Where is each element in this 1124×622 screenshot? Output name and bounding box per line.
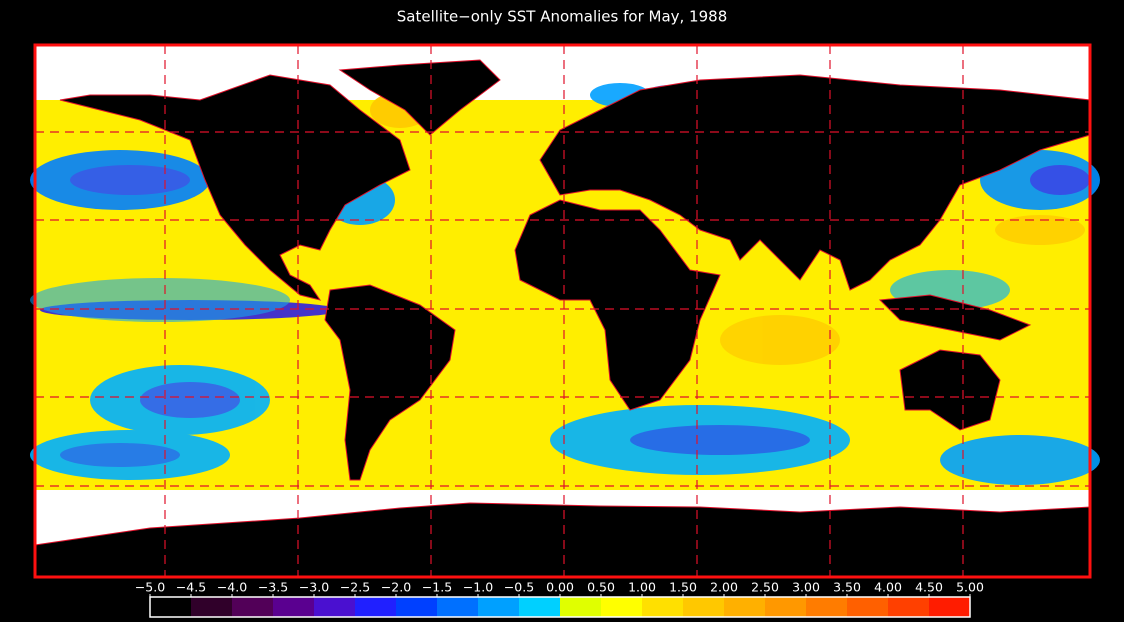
color-box	[560, 597, 601, 617]
tick-label: 4.00	[874, 580, 902, 595]
map-frame	[33, 43, 1092, 579]
tick-label: −4.5	[176, 580, 206, 595]
color-box	[683, 597, 724, 617]
tick-label: 5.00	[956, 580, 984, 595]
color-box	[273, 597, 314, 617]
color-box	[314, 597, 355, 617]
tick-label: −5.0	[135, 580, 165, 595]
color-box	[847, 597, 888, 617]
tick-label: 1.00	[628, 580, 656, 595]
color-box	[150, 597, 191, 617]
tick-label: −2.0	[381, 580, 411, 595]
color-box	[355, 597, 396, 617]
tick-label: 3.00	[792, 580, 820, 595]
color-box	[519, 597, 560, 617]
tick-label: −1.5	[422, 580, 452, 595]
tick-label: 0.50	[587, 580, 615, 595]
color-box	[437, 597, 478, 617]
color-box	[724, 597, 765, 617]
tick-label: −0.5	[504, 580, 534, 595]
tick-label: −1.0	[463, 580, 493, 595]
color-box	[232, 597, 273, 617]
map	[30, 43, 1100, 579]
title: Satellite−only SST Anomalies for May, 19…	[397, 8, 727, 26]
color-box	[601, 597, 642, 617]
tick-label: −4.0	[217, 580, 247, 595]
tick-label: 0.00	[546, 580, 574, 595]
colorbar: −5.0 −4.5 −4.0 −3.5 −3.0 −2.5 −2.0 −1.5 −1.0 −0.5…	[135, 580, 984, 618]
tick-label: −3.0	[299, 580, 329, 595]
tick-label: −2.5	[340, 580, 370, 595]
tick-label: 2.00	[710, 580, 738, 595]
color-box	[478, 597, 519, 617]
tick-label: 2.50	[751, 580, 779, 595]
color-box	[888, 597, 929, 617]
tick-label: −3.5	[258, 580, 288, 595]
color-box	[765, 597, 806, 617]
tick-label: 1.50	[669, 580, 697, 595]
tick-label: 3.50	[833, 580, 861, 595]
color-box	[642, 597, 683, 617]
graticule	[35, 45, 1090, 577]
color-box	[191, 597, 232, 617]
color-box	[806, 597, 847, 617]
tick-label: 4.50	[915, 580, 943, 595]
color-box	[396, 597, 437, 617]
anomaly-patches	[30, 83, 1100, 485]
color-box	[929, 597, 970, 617]
